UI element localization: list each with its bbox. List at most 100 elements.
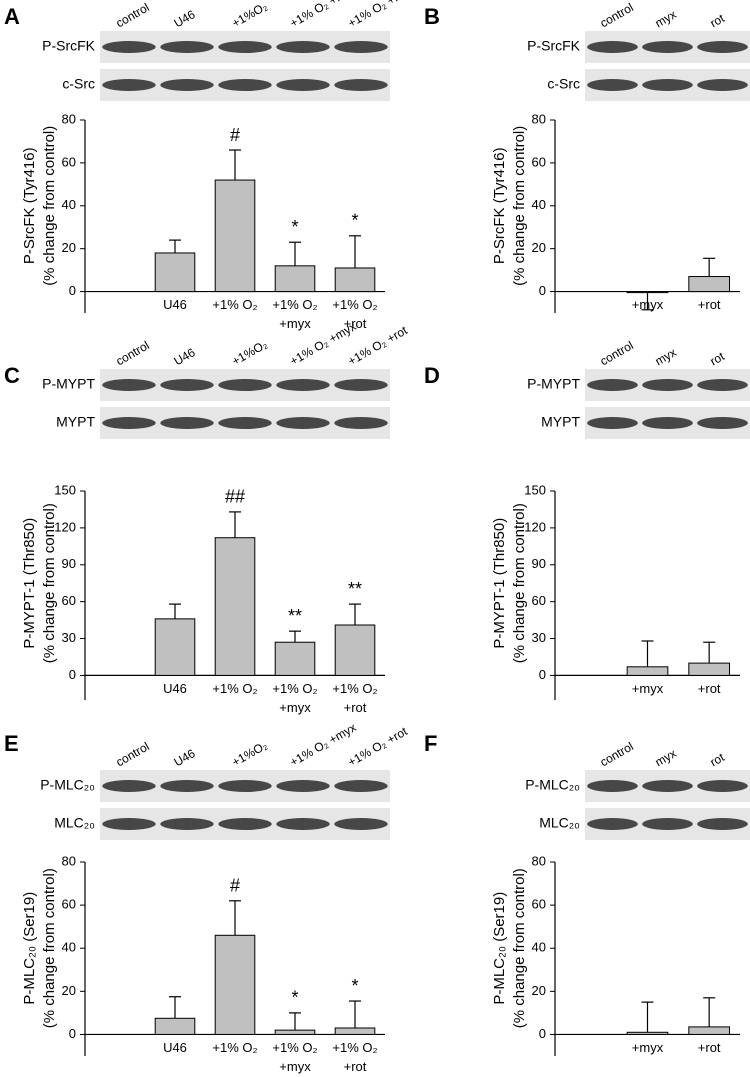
bar [334,267,376,293]
lane-label: U46 [171,746,197,769]
blot-band [587,417,638,429]
x-tick-label: +myx [632,1040,664,1055]
blot-band [697,41,748,53]
x-tick-label: +1% O₂ [332,681,377,696]
y-tick-label: 30 [62,630,76,645]
y-axis-label: (% change from control) [41,868,58,1028]
lane-label: rot [708,11,728,30]
lane-label: +1% O₂ +rot [345,0,410,30]
y-axis-label: (% change from control) [511,126,528,286]
significance-mark: * [351,976,358,996]
x-tick-label: U46 [163,1040,187,1055]
blot-label: P-SrcFK [42,38,96,54]
y-tick-label: 60 [62,154,76,169]
lane-label: +1%O₂ [229,738,270,769]
bar [274,1029,316,1035]
significance-mark: ** [348,579,362,599]
y-tick-label: 0 [539,1026,546,1041]
bar [154,252,196,293]
blot-label: MYPT [541,414,580,430]
x-tick-label: +1% O₂ [332,1040,377,1055]
panel-letter: D [424,363,440,388]
y-tick-label: 150 [54,482,76,497]
panel-letter: C [4,363,20,388]
blot-label: P-MYPT [42,376,95,392]
y-tick-label: 40 [62,940,76,955]
blot-band [334,379,388,391]
blot-band [642,818,693,830]
y-axis-label: (% change from control) [511,503,528,663]
x-tick-label: +rot [698,297,721,312]
bar [334,624,376,676]
significance-mark: * [291,217,298,237]
y-tick-label: 30 [532,630,546,645]
y-tick-label: 0 [69,667,76,682]
blot-band [102,79,156,91]
blot-band [697,79,748,91]
blot-band [642,41,693,53]
x-tick-label: +1% O₂ [272,297,317,312]
significance-mark: ## [225,487,245,507]
y-tick-label: 0 [539,283,546,298]
blot-band [587,780,638,792]
y-axis-label: (% change from control) [41,503,58,663]
blot-band [276,818,330,830]
y-tick-label: 0 [69,1026,76,1041]
bar [334,1027,376,1035]
blot-band [102,818,156,830]
y-tick-label: 80 [532,111,546,126]
lane-label: rot [708,349,728,368]
blot-band [160,780,214,792]
blot-band [587,818,638,830]
blot-band [218,41,272,53]
x-tick-label: +rot [344,1059,367,1074]
x-tick-label: +rot [344,316,367,331]
significance-mark: # [230,125,240,145]
y-tick-label: 60 [532,593,546,608]
blot-label: P-SrcFK [527,38,581,54]
bar [154,1017,196,1035]
blot-band [218,780,272,792]
y-tick-label: 80 [62,111,76,126]
y-tick-label: 80 [532,853,546,868]
x-tick-label: +myx [279,700,311,715]
lane-label: +1%O₂ [229,0,270,30]
x-tick-label: +myx [279,316,311,331]
lane-label: control [113,338,151,368]
blot-band [587,379,638,391]
y-axis-label: P-MLC₂₀ (Ser19) [491,892,508,1005]
x-tick-label: +1% O₂ [212,297,257,312]
blot-band [697,417,748,429]
lane-label: myx [653,345,679,368]
blot-band [642,379,693,391]
y-axis-label: (% change from control) [41,126,58,286]
y-axis-label: P-SrcFK (Tyr416) [491,147,508,264]
lane-label: myx [653,746,679,769]
y-axis-label: P-MLC₂₀ (Ser19) [21,892,38,1005]
y-tick-label: 0 [539,667,546,682]
lane-label: rot [708,750,728,769]
blot-band [697,780,748,792]
panel-letter: A [4,4,20,29]
bar [214,537,256,676]
x-tick-label: +myx [632,681,664,696]
x-tick-label: +1% O₂ [272,681,317,696]
significance-mark: * [351,211,358,231]
blot-label: c-Src [62,76,95,92]
x-tick-label: +rot [698,681,721,696]
blot-band [334,417,388,429]
lane-label: U46 [171,345,197,368]
blot-label: P-MYPT [527,376,580,392]
x-tick-label: U46 [163,681,187,696]
x-tick-label: +1% O₂ [212,681,257,696]
lane-label: myx [653,7,679,30]
x-tick-label: +myx [279,1059,311,1074]
blot-band [334,818,388,830]
blot-label: P-MLC₂₀ [525,777,580,793]
y-axis-label: P-MYPT-1 (Thr850) [491,518,508,649]
y-tick-label: 120 [524,519,546,534]
y-tick-label: 90 [532,556,546,571]
x-tick-label: +rot [698,1040,721,1055]
y-axis-label: P-MYPT-1 (Thr850) [21,518,38,649]
